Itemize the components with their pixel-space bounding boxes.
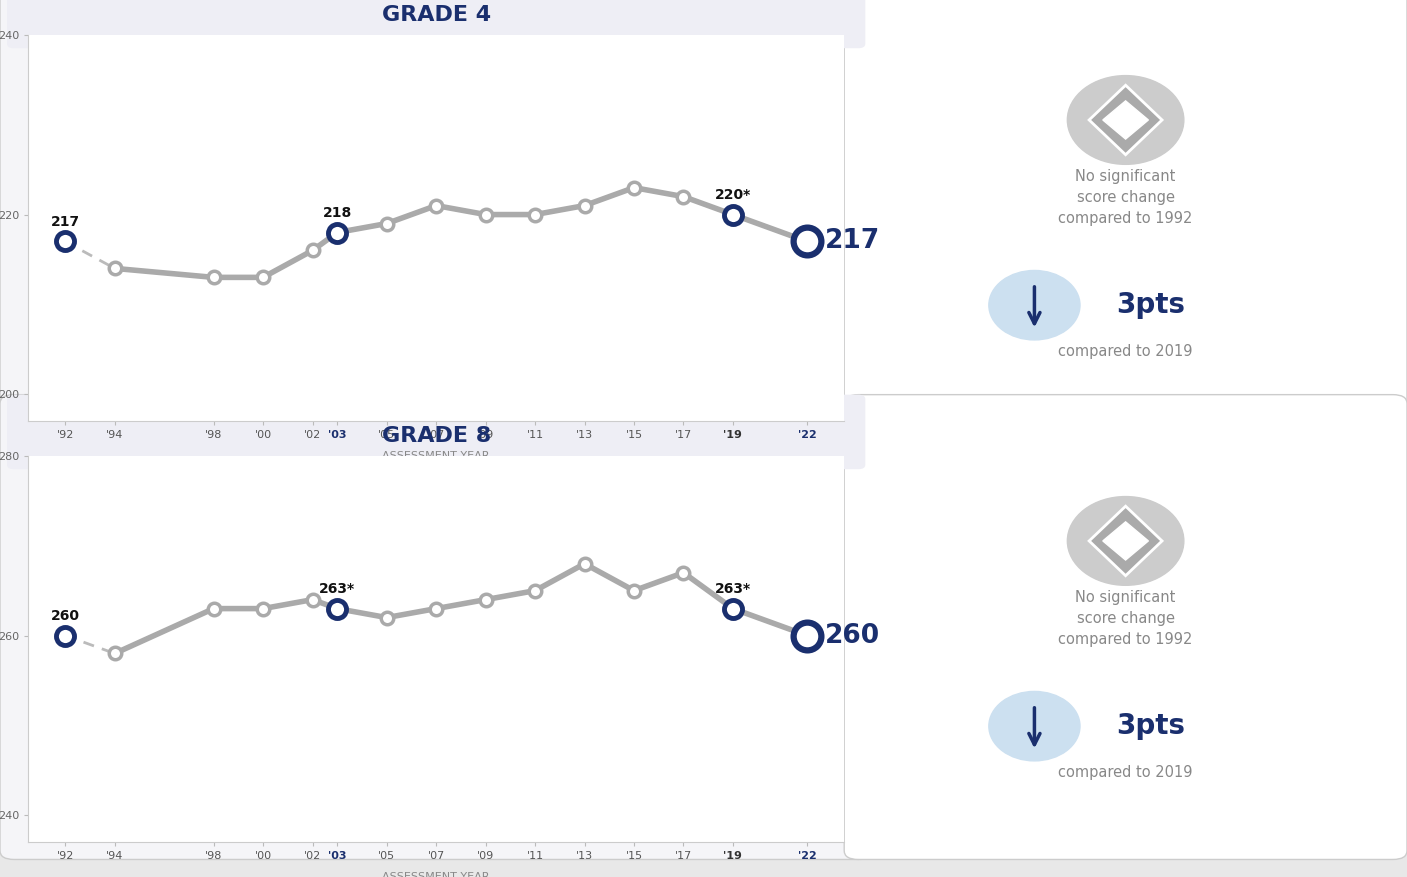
Circle shape: [1068, 496, 1183, 585]
Polygon shape: [1089, 85, 1162, 154]
X-axis label: ASSESSMENT YEAR: ASSESSMENT YEAR: [383, 451, 490, 461]
Polygon shape: [1103, 522, 1148, 560]
Text: 3pts: 3pts: [1116, 712, 1186, 740]
Text: 217: 217: [825, 229, 879, 254]
Text: compared to 2019: compared to 2019: [1058, 765, 1193, 780]
Circle shape: [1068, 75, 1183, 164]
X-axis label: ASSESSMENT YEAR: ASSESSMENT YEAR: [383, 872, 490, 877]
Text: 260: 260: [825, 623, 879, 648]
Title: GRADE 8: GRADE 8: [381, 426, 491, 446]
Text: 217: 217: [51, 215, 80, 229]
Text: 260: 260: [51, 609, 80, 623]
Polygon shape: [1103, 101, 1148, 139]
Text: compared to 2019: compared to 2019: [1058, 344, 1193, 359]
Title: GRADE 4: GRADE 4: [381, 5, 491, 25]
Text: No significant
score change
compared to 1992: No significant score change compared to …: [1058, 168, 1193, 225]
Text: 220*: 220*: [715, 188, 751, 202]
Circle shape: [989, 691, 1081, 761]
Text: No significant
score change
compared to 1992: No significant score change compared to …: [1058, 589, 1193, 646]
Text: 263*: 263*: [319, 582, 356, 596]
Text: 218: 218: [322, 206, 352, 220]
Text: 263*: 263*: [715, 582, 751, 596]
Polygon shape: [1089, 506, 1162, 575]
Text: 3pts: 3pts: [1116, 291, 1186, 319]
Circle shape: [989, 270, 1081, 340]
